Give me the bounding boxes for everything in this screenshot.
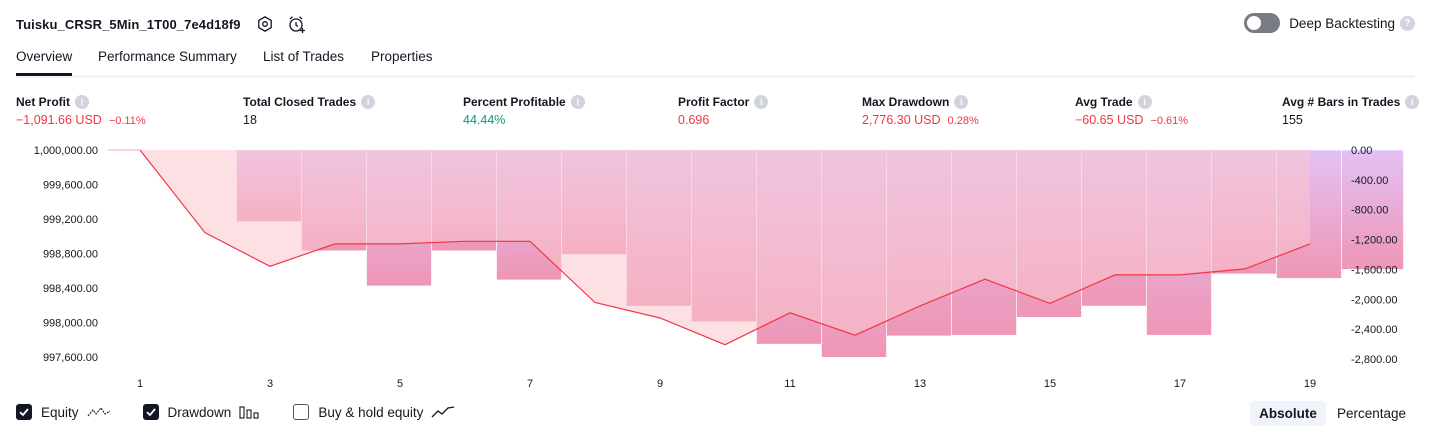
right-axis-tick-label: -800.00 — [1351, 205, 1388, 217]
info-icon[interactable]: i — [1405, 95, 1420, 109]
left-axis: 1,000,000.00 999,600.00 999,200.00 998,800.… — [34, 145, 98, 364]
tab-overview[interactable]: Overview — [16, 49, 73, 76]
equity-drawdown-chart: 1,000,000.00 999,600.00 999,200.00 998,800.… — [34, 145, 1404, 390]
legend-drawdown[interactable]: Drawdown — [142, 404, 262, 420]
info-icon[interactable]: i — [1137, 95, 1152, 109]
legend-buy-hold-equity[interactable]: Buy & hold equity — [293, 404, 455, 420]
x-axis: 1 3 5 7 9 11 13 15 17 19 — [137, 378, 1316, 390]
metric-label: Profit Factor — [678, 95, 750, 109]
left-axis-tick-label: 999,600.00 — [43, 179, 98, 191]
right-axis-tick-label: -400.00 — [1351, 175, 1388, 187]
metric-sub-value: −0.11% — [108, 115, 146, 127]
equity-area — [108, 150, 1310, 345]
metric-value: −60.65 USD — [1075, 113, 1144, 127]
x-axis-tick-label: 7 — [527, 378, 533, 390]
legend-label: Drawdown — [167, 404, 232, 420]
hexagon-gear-icon[interactable] — [255, 14, 275, 34]
metric-max-drawdown: Max Drawdown i 2,776.30 USD 0.28% — [862, 94, 979, 127]
metric-label: Avg Trade — [1075, 95, 1133, 109]
metric-label: Max Drawdown — [862, 95, 950, 109]
metric-profit-factor: Profit Factor i 0.696 — [678, 94, 769, 127]
right-axis-tick-label: -2,000.00 — [1351, 294, 1397, 306]
metric-value: 44.44% — [463, 113, 506, 127]
metric-value: 18 — [243, 113, 257, 127]
metric-percent-profitable: Percent Profitable i 44.44% — [463, 94, 585, 127]
right-axis-tick-label: -2,400.00 — [1351, 324, 1397, 336]
metric-value: 2,776.30 USD — [862, 113, 941, 127]
metric-label: Total Closed Trades — [243, 95, 357, 109]
metric-net-profit: Net Profit i −1,091.66 USD −0.11% — [16, 94, 146, 127]
right-axis-tick-label: 0.00 — [1351, 145, 1372, 157]
info-icon[interactable]: i — [754, 95, 769, 109]
legend-label: Buy & hold equity — [318, 404, 424, 420]
x-axis-tick-label: 1 — [137, 378, 143, 390]
legend-label: Equity — [41, 404, 79, 420]
left-axis-tick-label: 997,600.00 — [43, 352, 98, 364]
buy-hold-line-icon — [431, 405, 455, 419]
info-icon[interactable]: i — [361, 95, 376, 109]
x-axis-tick-label: 19 — [1304, 378, 1316, 390]
drawdown-bars-icon — [239, 405, 261, 419]
equity-layer — [108, 149, 1311, 346]
checkbox-checked-icon[interactable] — [16, 404, 32, 420]
metric-value: 155 — [1282, 113, 1303, 127]
tab-performance-summary[interactable]: Performance Summary — [98, 49, 237, 64]
metric-total-closed-trades: Total Closed Trades i 18 — [243, 94, 376, 127]
x-axis-tick-label: 11 — [784, 378, 795, 390]
metric-avg-trade: Avg Trade i −60.65 USD −0.61% — [1075, 94, 1188, 127]
alarm-clock-plus-icon[interactable] — [287, 14, 307, 34]
report-header: Tuisku_CRSR_5Min_1T00_7e4d18f9 — [16, 12, 307, 36]
left-axis-tick-label: 998,800.00 — [43, 248, 98, 260]
right-axis: 0.00 -400.00 -800.00 -1,200.00 -1,600.00 -2,0… — [1351, 145, 1397, 366]
left-axis-tick-label: 998,000.00 — [43, 317, 98, 329]
left-axis-tick-label: 998,400.00 — [43, 283, 98, 295]
x-axis-tick-label: 17 — [1174, 378, 1186, 390]
report-tabs: Overview Performance Summary List of Tra… — [16, 47, 1415, 78]
mode-absolute-button[interactable]: Absolute — [1250, 401, 1326, 426]
help-icon[interactable]: ? — [1400, 15, 1415, 31]
right-axis-tick-label: -1,200.00 — [1351, 235, 1397, 247]
right-axis-tick-label: -2,800.00 — [1351, 354, 1397, 366]
right-axis-tick-label: -1,600.00 — [1351, 264, 1397, 276]
metric-value: −1,091.66 USD — [16, 113, 102, 127]
x-axis-tick-label: 15 — [1044, 378, 1056, 390]
deep-backtesting-toggle[interactable] — [1244, 13, 1281, 33]
chart-mode-switch: Absolute Percentage — [1250, 401, 1415, 426]
metric-sub-value: 0.28% — [947, 115, 979, 127]
deep-backtesting: Deep Backtesting ? — [1244, 13, 1415, 33]
drawdown-bar — [1341, 149, 1404, 270]
metric-label: Net Profit — [16, 95, 70, 109]
legend-equity[interactable]: Equity — [16, 404, 111, 420]
metric-value: 0.696 — [678, 113, 710, 127]
x-axis-tick-label: 5 — [397, 378, 403, 390]
tab-list-of-trades[interactable]: List of Trades — [263, 49, 345, 64]
equity-line — [139, 149, 1311, 346]
metric-label: Percent Profitable — [463, 95, 566, 109]
x-axis-tick-label: 3 — [267, 378, 273, 390]
tab-properties[interactable]: Properties — [371, 49, 433, 64]
left-axis-tick-label: 999,200.00 — [43, 214, 98, 226]
info-icon[interactable]: i — [570, 95, 585, 109]
metric-label: Avg # Bars in Trades — [1282, 95, 1401, 109]
chart-legend: Equity Drawdown Buy & hold equity — [16, 404, 487, 420]
left-axis-tick-label: 1,000,000.00 — [34, 145, 98, 157]
x-axis-tick-label: 9 — [657, 378, 663, 390]
mode-percentage-button[interactable]: Percentage — [1336, 406, 1406, 421]
info-icon[interactable]: i — [954, 95, 969, 109]
x-axis-tick-label: 13 — [914, 378, 926, 390]
checkbox-checked-icon[interactable] — [142, 404, 159, 420]
checkbox-unchecked-icon[interactable] — [293, 404, 310, 420]
metric-sub-value: −0.61% — [1150, 115, 1189, 127]
strategy-name: Tuisku_CRSR_5Min_1T00_7e4d18f9 — [16, 16, 241, 32]
deep-backtesting-label: Deep Backtesting — [1289, 15, 1395, 31]
metric-avg-bars-in-trades: Avg # Bars in Trades i 155 — [1282, 94, 1420, 127]
equity-line-icon — [87, 405, 111, 419]
info-icon[interactable]: i — [75, 95, 89, 109]
